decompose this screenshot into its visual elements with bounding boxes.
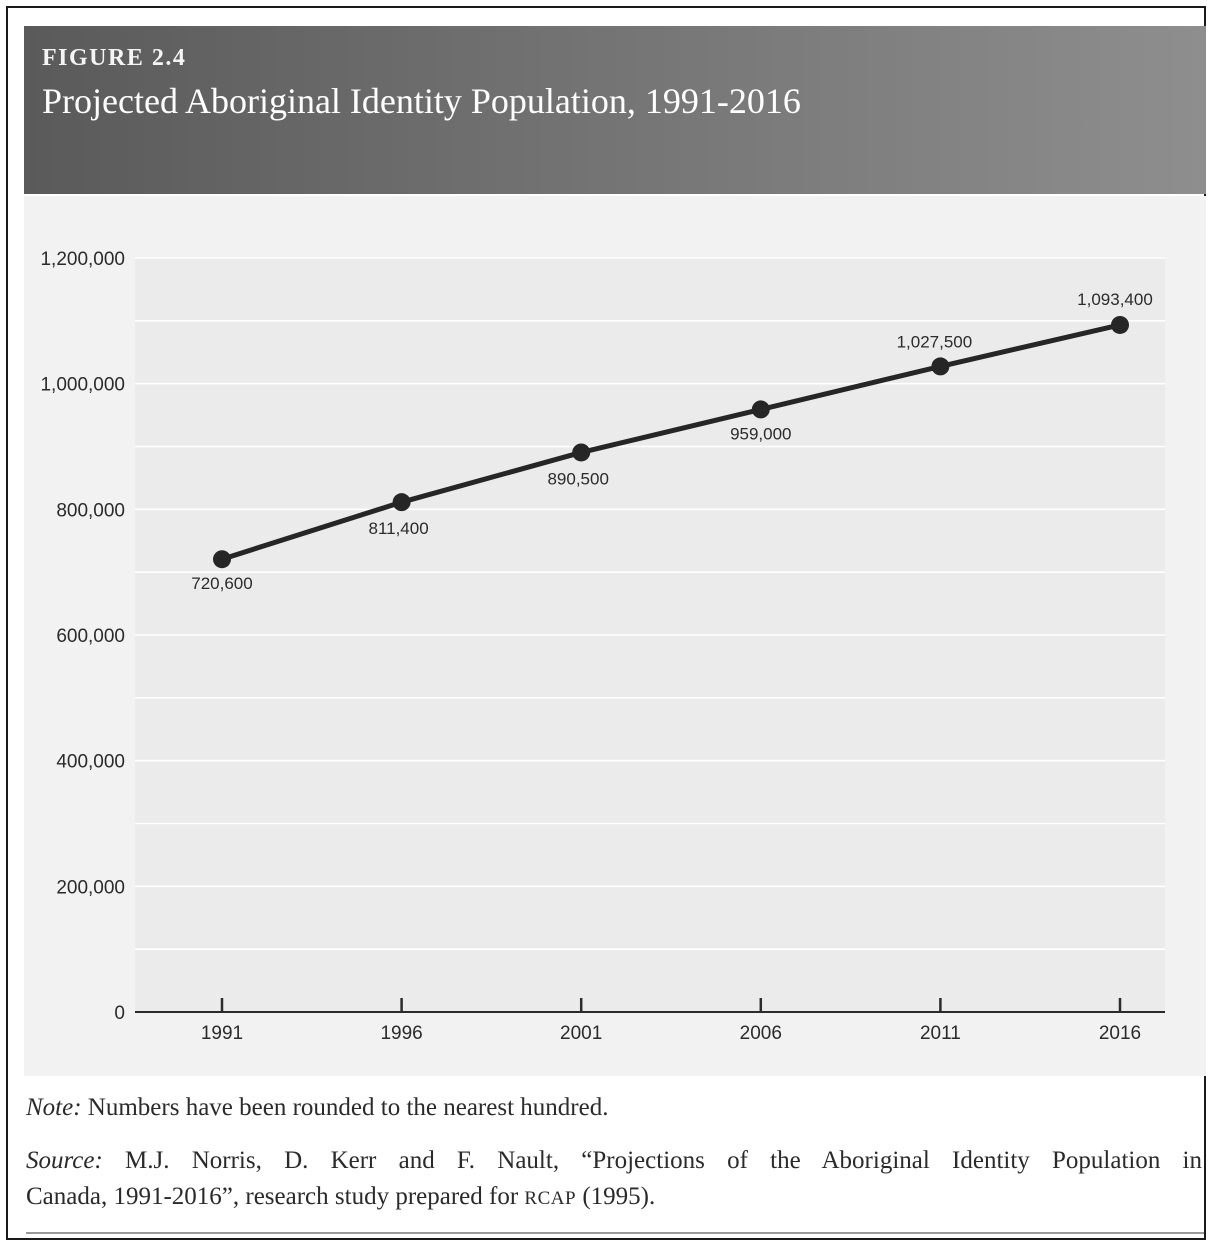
- source: Source: M.J. Norris, D. Kerr and F. Naul…: [26, 1143, 1202, 1217]
- data-point: [572, 443, 591, 462]
- line-chart: 0 200,000 400,000 600,000 800,000 1,000,000 1,…: [40, 249, 1165, 1044]
- y-tick-label: 1,200,000: [40, 249, 125, 270]
- data-point: [213, 550, 231, 569]
- x-tick-label: 1996: [380, 1023, 422, 1044]
- figure-header: [24, 26, 1206, 194]
- y-tick-label: 0: [114, 1003, 125, 1024]
- axes: 0 200,000 400,000 600,000 800,000 1,000,000 1,…: [40, 249, 1165, 1044]
- x-tick-label: 1991: [201, 1023, 243, 1044]
- x-tick-label: 2016: [1099, 1023, 1141, 1044]
- series-line: [221, 322, 1121, 562]
- source-text-2: Canada, 1991-2016”, research study prepa…: [26, 1183, 519, 1210]
- source-smallcaps: RCAP: [524, 1188, 577, 1209]
- data-label: 811,400: [368, 519, 428, 538]
- gridlines: [135, 257, 1165, 1012]
- data-label: 890,500: [547, 469, 608, 488]
- x-tick-label: 2001: [560, 1023, 602, 1044]
- note-text: Numbers have been rounded to the nearest…: [87, 1094, 609, 1121]
- series: [213, 315, 1129, 569]
- data-label: 1,093,400: [1077, 290, 1153, 309]
- y-tick-label: 400,000: [56, 752, 125, 773]
- source-text-3: (1995).: [582, 1183, 656, 1210]
- figure-title: Projected Aboriginal Identity Population…: [42, 81, 801, 121]
- source-text-1: M.J. Norris, D. Kerr and F. Nault, “Proj…: [125, 1147, 1202, 1174]
- data-point: [751, 400, 770, 419]
- source-prefix: Source:: [26, 1147, 103, 1174]
- source-line-2: Canada, 1991-2016”, research study prepa…: [26, 1179, 1202, 1217]
- data-labels: 720,600 811,400 890,500 959,000 1,027,500 1,0…: [191, 290, 1153, 593]
- y-tick-label: 600,000: [56, 626, 125, 647]
- bottom-rule: [26, 1232, 1204, 1234]
- data-point: [1111, 315, 1129, 334]
- x-tick-label: 2011: [920, 1023, 961, 1044]
- y-tick-label: 1,000,000: [40, 375, 125, 396]
- x-tick-label: 2006: [740, 1023, 782, 1044]
- data-label: 959,000: [730, 424, 791, 443]
- y-tick-label: 800,000: [56, 500, 125, 521]
- note: Note: Numbers have been rounded to the n…: [26, 1094, 1206, 1122]
- note-prefix: Note:: [26, 1094, 82, 1121]
- data-point: [931, 357, 950, 376]
- data-label: 720,600: [191, 574, 252, 593]
- data-point: [392, 493, 411, 512]
- data-label: 1,027,500: [897, 332, 973, 351]
- y-tick-label: 200,000: [56, 877, 125, 898]
- source-line-1: Source: M.J. Norris, D. Kerr and F. Naul…: [26, 1143, 1202, 1179]
- figure-label: FIGURE 2.4: [42, 45, 187, 71]
